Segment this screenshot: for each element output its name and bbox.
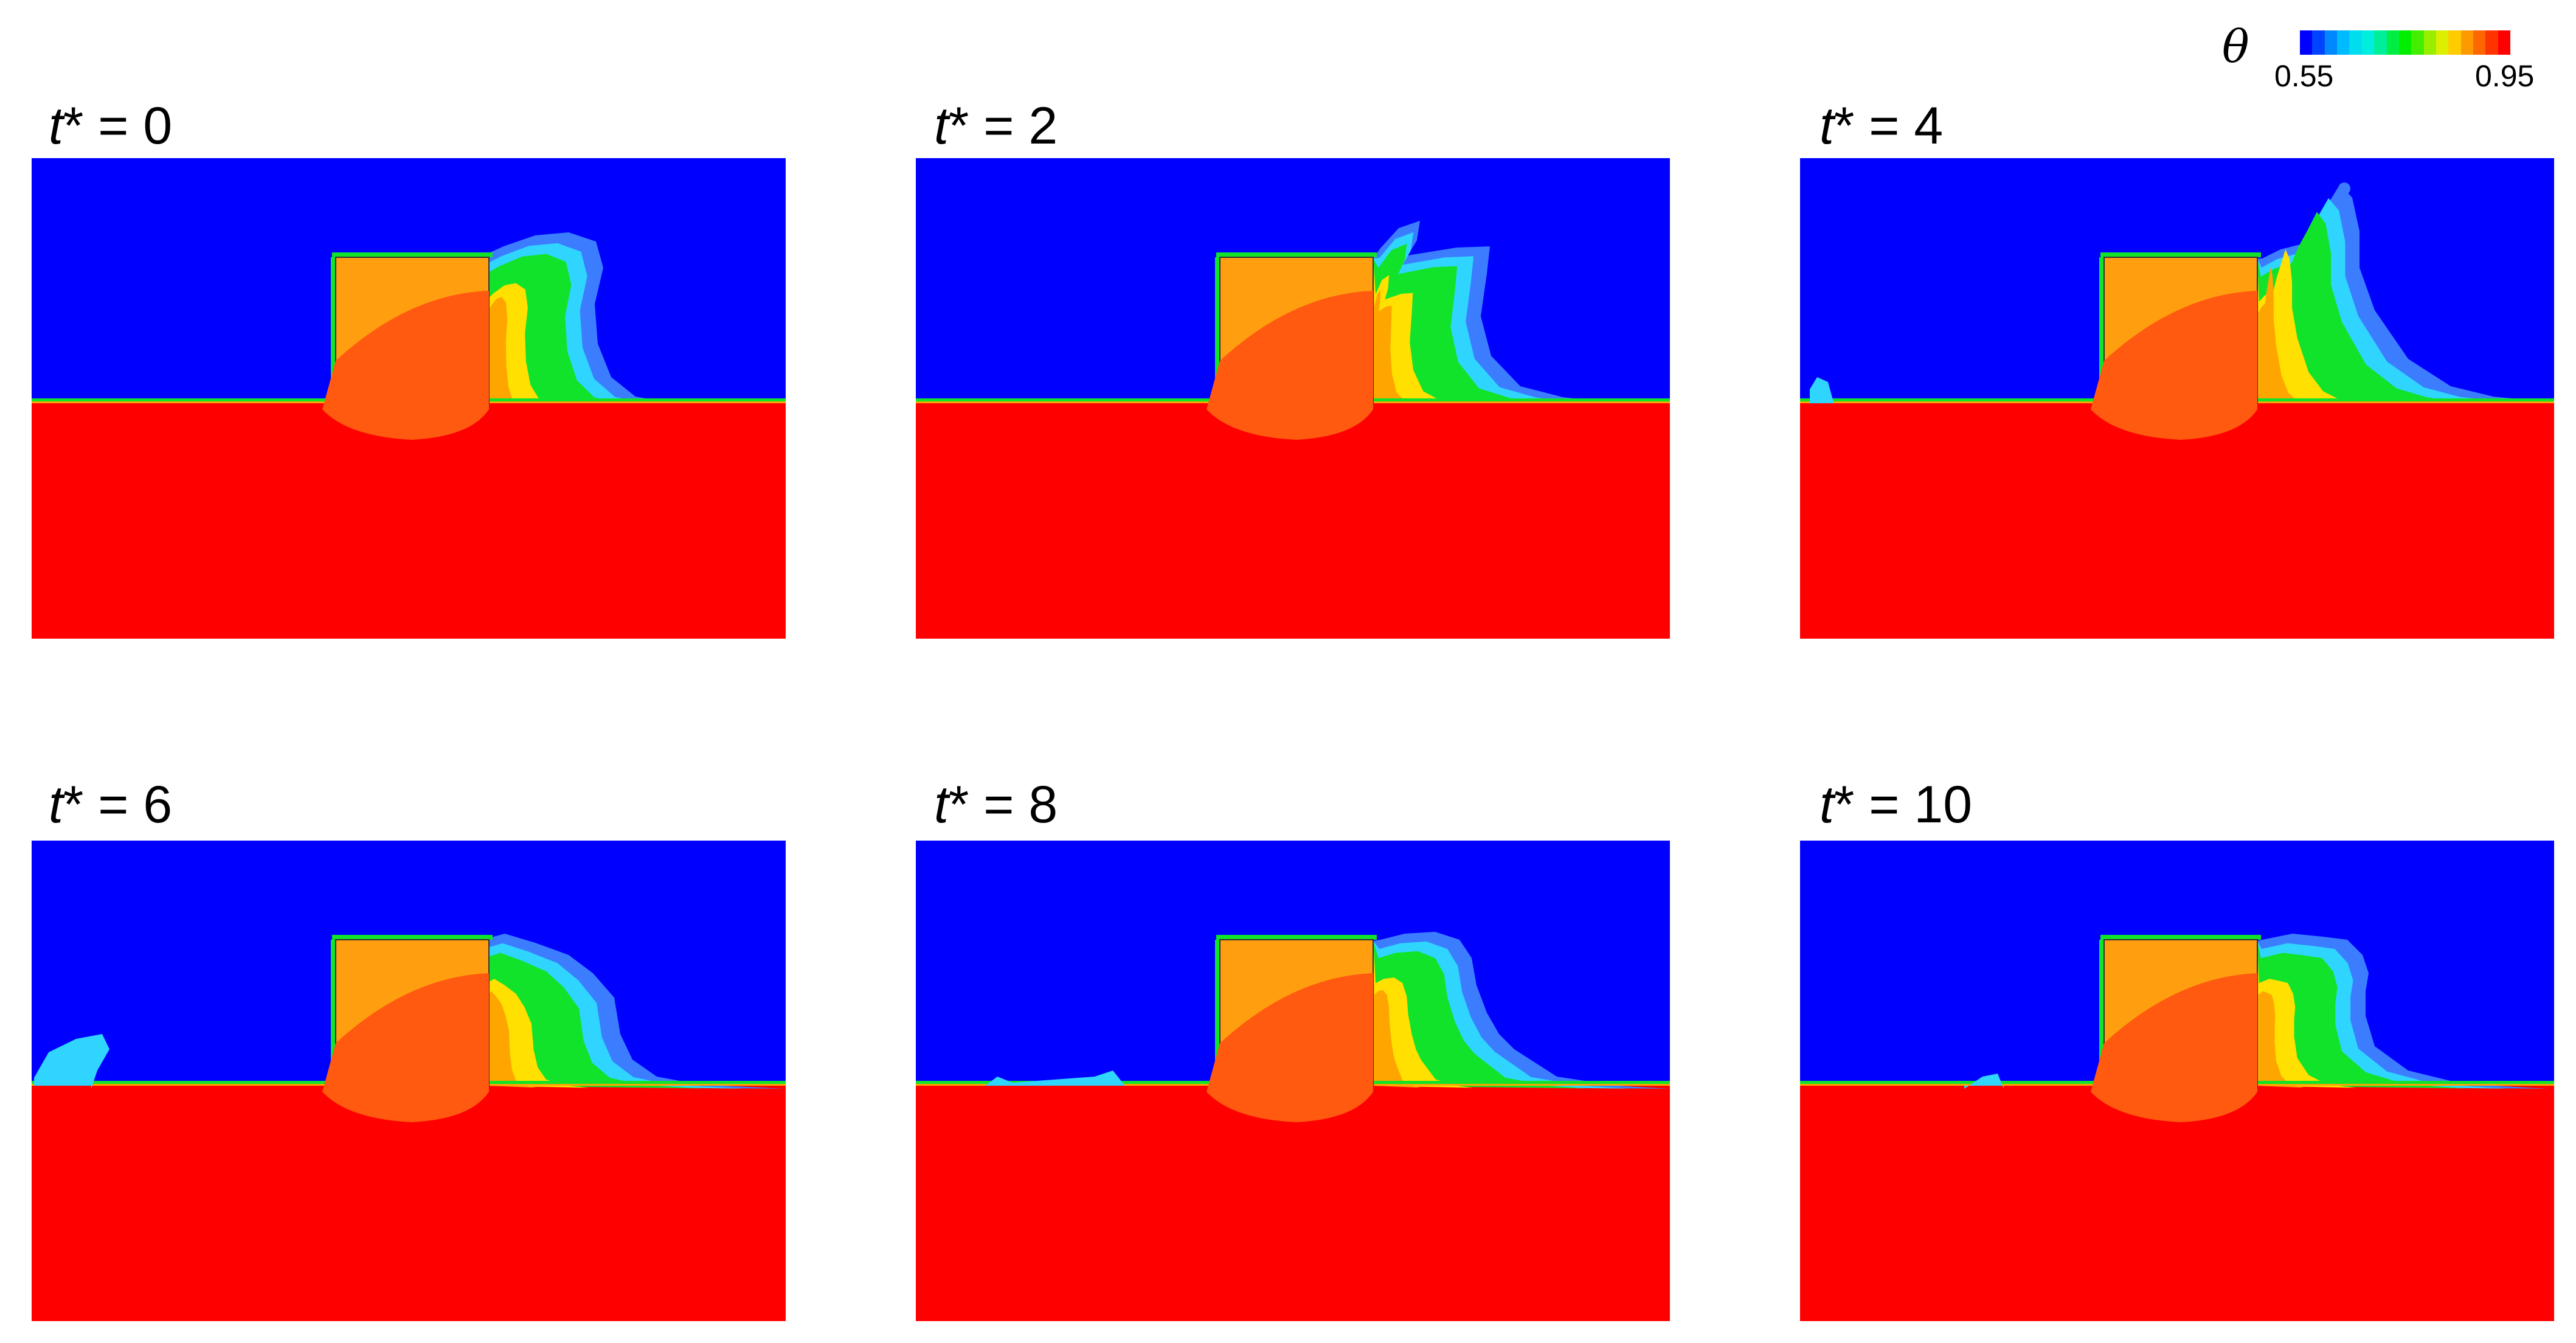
plume-layer-green bbox=[1373, 243, 1540, 403]
block-top-boundary bbox=[2100, 252, 2261, 257]
block-interior-lens bbox=[322, 973, 489, 1122]
colorbar-segment bbox=[2324, 30, 2338, 55]
colorbar-segment bbox=[2485, 30, 2498, 55]
plume-layer-orange bbox=[1373, 259, 1411, 403]
colorbar-segment bbox=[2386, 30, 2399, 55]
colorbar-segment bbox=[2473, 30, 2486, 55]
field-panel-1 bbox=[916, 158, 1670, 639]
field-panel-2 bbox=[1800, 158, 2554, 639]
block-top-boundary bbox=[1216, 935, 1377, 940]
plume-layer-yellow bbox=[2257, 249, 2356, 403]
legend-max-label: 0.95 bbox=[2475, 59, 2535, 93]
plume-layer-yellow bbox=[486, 941, 590, 1088]
colorbar-segment bbox=[2361, 30, 2375, 55]
hot-fluid-region bbox=[32, 403, 786, 639]
field-panel-3 bbox=[32, 841, 786, 1321]
plume-layer-yellow bbox=[2257, 941, 2356, 1088]
field-panel-0 bbox=[32, 158, 786, 639]
colorbar-legend: θ 0.55 0.95 bbox=[2214, 24, 2576, 103]
plume-layer-green bbox=[1373, 941, 1587, 1089]
plume-layer-orange bbox=[2257, 259, 2304, 403]
colorbar-segment bbox=[2374, 30, 2387, 55]
block-interior-lens bbox=[1207, 291, 1373, 440]
panel-title-0: t* = 0 bbox=[49, 97, 173, 155]
legend-symbol: θ bbox=[2222, 21, 2249, 73]
block-top-boundary bbox=[332, 252, 493, 257]
block-left-boundary bbox=[331, 257, 336, 403]
block-left-boundary bbox=[2099, 257, 2104, 403]
block-top-boundary bbox=[1216, 252, 1377, 257]
left-wave bbox=[1810, 377, 1833, 403]
colorbar-segment bbox=[2460, 30, 2474, 55]
colorbar-segment bbox=[2411, 30, 2424, 55]
colorbar-segment bbox=[2498, 30, 2511, 55]
plume-layer-orange bbox=[488, 259, 518, 403]
hot-fluid-region bbox=[1800, 403, 2554, 639]
colorbar-segment bbox=[2436, 30, 2449, 55]
panel-title-5: t* = 10 bbox=[1819, 776, 1973, 834]
colorbar-segment bbox=[2398, 30, 2412, 55]
left-wave bbox=[1964, 1074, 2004, 1089]
plume-layer-orange bbox=[1373, 941, 1421, 1088]
hot-fluid-region bbox=[1800, 1086, 2554, 1321]
panel-title-3: t* = 6 bbox=[49, 776, 173, 834]
left-wave bbox=[985, 1071, 1125, 1086]
panel-title-2: t* = 4 bbox=[1819, 97, 1944, 155]
block-left-boundary bbox=[1215, 940, 1220, 1086]
block-interior-lens bbox=[2091, 973, 2257, 1122]
block-top-boundary bbox=[332, 935, 493, 940]
colorbar-segment bbox=[2423, 30, 2436, 55]
colorbar-segment bbox=[2448, 30, 2461, 55]
hot-fluid-region bbox=[32, 1086, 786, 1321]
legend-min-label: 0.55 bbox=[2274, 59, 2334, 93]
field-panel-4 bbox=[916, 841, 1670, 1321]
plume-layer-yellow bbox=[1373, 941, 1474, 1088]
colorbar bbox=[2300, 30, 2511, 55]
block-interior-lens bbox=[2091, 291, 2257, 440]
colorbar-segment bbox=[2349, 30, 2362, 55]
left-wave bbox=[34, 1034, 109, 1089]
colorbar-segment bbox=[2312, 30, 2325, 55]
hot-fluid-region bbox=[916, 403, 1670, 639]
plume-layer-green bbox=[484, 941, 702, 1089]
plume-layer-orange bbox=[488, 941, 536, 1088]
block-interior-lens bbox=[322, 291, 489, 440]
plume-layer-yellow bbox=[1373, 259, 1452, 403]
plume-layer-green bbox=[2257, 212, 2467, 403]
block-interior-lens bbox=[1207, 973, 1373, 1122]
plume-layer-orange bbox=[2257, 941, 2304, 1088]
block-left-boundary bbox=[331, 940, 336, 1086]
block-left-boundary bbox=[1215, 257, 1220, 403]
panel-title-1: t* = 2 bbox=[934, 97, 1058, 155]
block-top-boundary bbox=[2100, 935, 2261, 940]
colorbar-segment bbox=[2300, 30, 2313, 55]
hot-fluid-region bbox=[916, 1086, 1670, 1321]
plume-tip bbox=[2338, 182, 2350, 195]
plume-layer-green bbox=[2257, 941, 2467, 1089]
panel-title-4: t* = 8 bbox=[934, 776, 1058, 834]
field-panel-5 bbox=[1800, 841, 2554, 1321]
block-left-boundary bbox=[2099, 940, 2104, 1086]
colorbar-segment bbox=[2337, 30, 2350, 55]
